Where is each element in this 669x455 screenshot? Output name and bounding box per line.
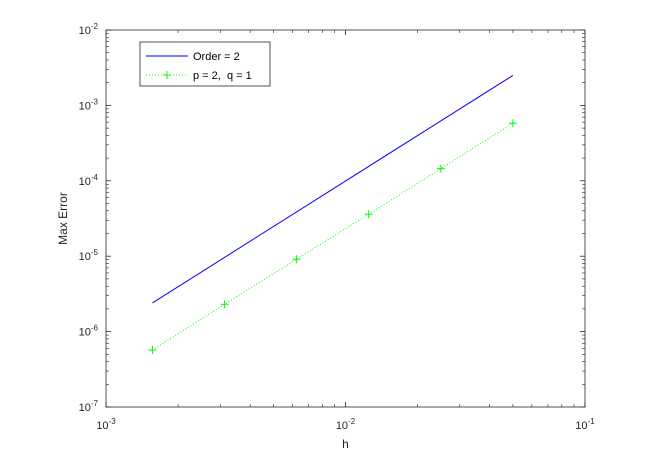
y-tick-label: 10-6 (79, 324, 99, 339)
x-axis-label: h (342, 437, 349, 451)
legend-label-order2: Order = 2 (193, 51, 240, 63)
legend-plus-marker (163, 71, 171, 79)
x-tick-label: 10-2 (336, 417, 356, 432)
series-line-0 (152, 74, 514, 304)
plot-frame (105, 29, 586, 408)
data-point-marker (364, 210, 373, 219)
series-line-1 (152, 122, 514, 351)
legend-marker-p2q1 (163, 71, 171, 79)
plot-area (106, 30, 585, 407)
legend: Order = 2 p = 2, q = 1 (139, 41, 271, 87)
x-tick-label: 10-3 (96, 417, 116, 432)
y-axis-label: Max Error (56, 192, 70, 245)
y-tick-label: 10-5 (79, 248, 99, 263)
tick-labels-layer: 10-3 10-2 10-1 10-7 10-6 10-5 10-4 10-3 10-2 (79, 22, 596, 432)
data-point-marker (292, 255, 301, 264)
x-tick-label: 10-1 (575, 417, 595, 432)
legend-label-p2q1: p = 2, q = 1 (193, 70, 252, 82)
data-point-marker (148, 346, 157, 355)
y-tick-label: 10-4 (79, 173, 99, 188)
data-point-marker (508, 119, 517, 128)
series-layer (148, 74, 517, 355)
legend-box (139, 41, 271, 87)
y-tick-label: 10-2 (79, 22, 99, 37)
data-point-marker (436, 164, 445, 173)
data-point-marker (220, 300, 229, 309)
y-tick-label: 10-7 (79, 399, 99, 414)
y-tick-label: 10-3 (79, 97, 99, 112)
